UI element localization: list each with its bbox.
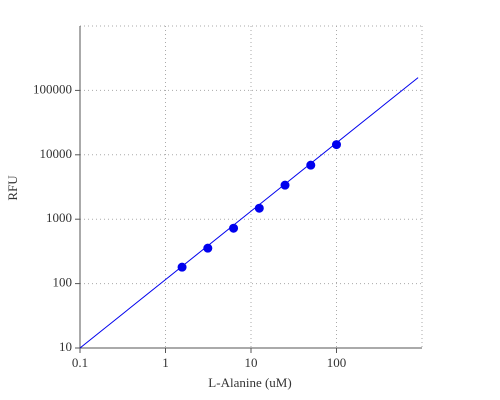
x-tick-label: 0.1 — [72, 355, 88, 370]
data-point — [280, 180, 290, 190]
y-tick-label: 10000 — [40, 146, 73, 161]
x-tick-label: 10 — [245, 355, 258, 370]
data-point — [306, 160, 316, 170]
y-tick-label: 100000 — [33, 81, 72, 96]
data-point — [254, 203, 264, 213]
data-point — [332, 140, 341, 150]
y-tick-label: 10 — [59, 339, 72, 354]
x-tick-label: 1 — [162, 355, 169, 370]
x-tick-label: 100 — [327, 355, 347, 370]
fit-line — [79, 77, 419, 349]
y-tick-label: 100 — [53, 275, 73, 290]
data-point — [229, 223, 239, 233]
data-point — [177, 262, 187, 272]
y-axis-label: RFU — [5, 175, 20, 201]
x-axis-label: L-Alanine (uM) — [208, 375, 291, 390]
data-point — [203, 243, 213, 253]
y-tick-label: 1000 — [46, 210, 72, 225]
